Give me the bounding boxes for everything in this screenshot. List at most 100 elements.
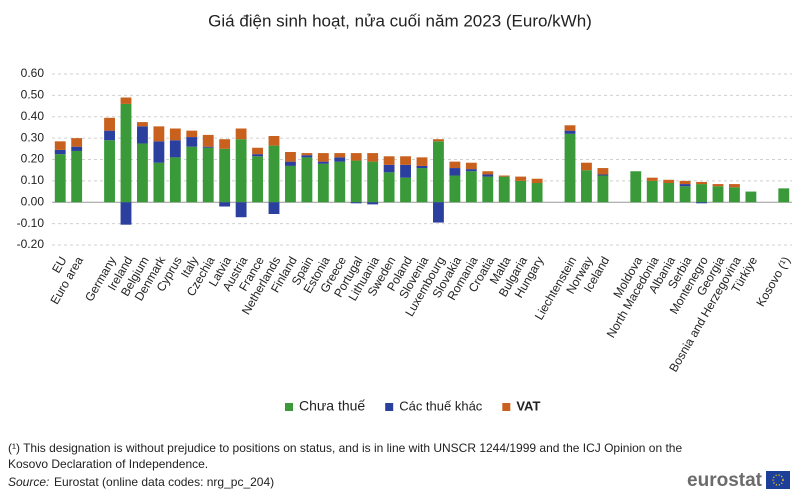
bar-segment [54,149,66,155]
bar-segment [202,146,214,148]
bar-segment [745,191,757,203]
bar-segment [597,174,609,176]
bar-segment [317,163,329,203]
bar-segment [498,175,510,177]
logo-flag [766,471,790,489]
bar-segment [202,134,214,147]
legend-label: VAT [516,398,540,413]
bar-segment [104,140,115,203]
bar-segment [235,128,247,140]
bar-segment [679,184,691,187]
bar-segment [449,161,461,169]
y-tick-label: 0.10 [21,173,45,187]
bar-segment [712,186,724,203]
bar-segment [482,171,494,175]
bar-segment [169,128,181,141]
bar-segment [120,202,132,225]
bar-segment [186,137,198,147]
y-tick-label: -0.10 [17,216,45,230]
bar-segment [383,156,395,165]
bar-segment [482,174,494,177]
bar-segment [317,161,329,164]
bar-segment [219,139,231,149]
bar-segment [186,146,198,203]
bar-segment [712,184,724,187]
y-tick-label: 0.50 [21,88,45,102]
bar-segment [515,180,527,203]
bar-segment [54,154,66,203]
bar-segment [252,147,263,155]
bar-segment [465,169,477,172]
bar-segment [564,125,576,131]
bar-segment [317,153,329,162]
bar-segment [367,153,379,162]
y-tick-label: 0.00 [21,194,45,208]
bar-segment [186,130,198,138]
bar-segment [71,138,83,147]
bar-segment [383,172,395,203]
bar-segment [564,130,576,134]
footnote: (¹) This designation is without prejudic… [8,441,683,471]
bar-segment [663,183,675,203]
bar-segment [252,154,263,157]
bar-segment [531,178,543,184]
source-text: Eurostat (online data codes: nrg_pc_204) [54,475,274,489]
bar-segment [449,168,461,176]
y-tick-label: 0.20 [21,152,45,166]
bar-segment [400,156,411,165]
bar-segment [663,179,675,184]
bar-segment [71,150,83,203]
bar-segment [104,117,115,131]
bar-segment [498,176,510,203]
bar-segment [235,139,247,203]
bar-segment [515,176,527,181]
bar-segment [367,161,379,203]
bar-segment [235,202,247,218]
bar-segment [202,147,214,203]
bar-segment [597,175,609,203]
bar-segment [153,141,165,163]
bar-segment [581,170,592,203]
bar-segment [564,133,576,203]
bar-segment [285,161,296,166]
bar-segment [137,126,148,144]
y-tick-label: 0.30 [21,130,45,144]
bar-segment [54,141,66,150]
bar-segment [268,145,280,203]
bar-segment [120,97,132,104]
legend-swatch [385,403,394,411]
bar-segment [433,139,444,142]
bar-segment [729,187,740,203]
bar-segment [416,157,428,166]
y-tick-label: 0.40 [21,109,45,123]
bar-segment [285,152,296,162]
legend-swatch [285,403,293,411]
bar-segment [169,140,181,158]
bar-segment [449,175,461,203]
bar-segment [334,153,346,158]
bar-segment [219,202,231,207]
bar-segment [268,202,280,215]
bar-segment [71,146,83,151]
bar-segment [137,143,148,203]
bar-segment [367,202,379,205]
chart-title: Giá điện sinh hoạt, nửa cuối năm 2023 (E… [208,11,592,30]
bar-segment [433,141,444,203]
bar-segment [400,164,411,178]
bar-segment [696,184,707,203]
bar-segment [416,165,428,169]
bar-segment [679,180,691,185]
bar-segment [219,148,231,203]
bar-segment [301,155,313,158]
bar-segment [350,160,362,203]
source-label: Source: [8,475,49,489]
legend-label: Các thuế khác [399,398,483,413]
bar-segment [581,162,592,171]
bar-segment [465,162,477,170]
bar-segment [120,103,132,203]
bar-segment [153,162,165,203]
bar-segment [137,122,148,127]
bar-segment [630,171,642,203]
bar-segment [104,130,115,141]
